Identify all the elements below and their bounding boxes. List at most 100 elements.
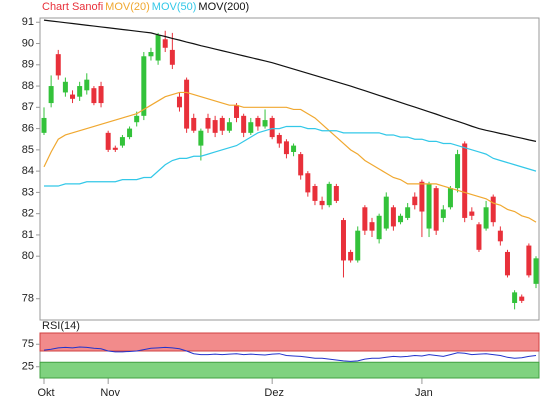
candle-body bbox=[312, 186, 318, 201]
candle-body bbox=[497, 230, 503, 242]
legend-entry: MOV(50) bbox=[152, 1, 197, 13]
candle-body bbox=[447, 188, 453, 208]
candle-body bbox=[48, 86, 54, 104]
candle-body bbox=[226, 122, 232, 131]
candle-body bbox=[169, 49, 175, 65]
candle-body bbox=[326, 183, 332, 206]
candle-body bbox=[41, 117, 47, 133]
candle-body bbox=[119, 137, 125, 146]
candle-body bbox=[262, 120, 268, 127]
y-tick-label: 84 bbox=[22, 165, 34, 177]
ma-line bbox=[43, 19, 537, 142]
candle-body bbox=[319, 200, 325, 206]
candle-body bbox=[269, 117, 275, 138]
candle-body bbox=[176, 96, 182, 108]
candle-body bbox=[148, 52, 154, 57]
candle-body bbox=[55, 54, 61, 76]
candle-body bbox=[205, 117, 211, 129]
legend-entry: MOV(200) bbox=[198, 1, 249, 13]
candle-body bbox=[419, 181, 425, 212]
candle-body bbox=[91, 88, 97, 104]
y-tick-label: 91 bbox=[22, 16, 34, 28]
candle-body bbox=[105, 132, 111, 150]
candle-body bbox=[376, 215, 382, 240]
candle-body bbox=[405, 207, 411, 218]
candle-body bbox=[369, 222, 375, 231]
candle-body bbox=[298, 154, 304, 176]
y-tick-label: 86 bbox=[22, 122, 34, 134]
y-tick-label: 78 bbox=[22, 293, 34, 305]
candle-body bbox=[462, 143, 468, 218]
x-tick-label: Dez bbox=[264, 387, 284, 399]
candle-body bbox=[276, 134, 282, 144]
candle-body bbox=[490, 196, 496, 223]
candle-body bbox=[84, 79, 90, 91]
rsi-lower-band bbox=[39, 361, 540, 379]
candle-body bbox=[70, 94, 76, 99]
rsi-y-tick-label: 75 bbox=[22, 338, 34, 350]
candle-body bbox=[198, 130, 204, 146]
candle-body bbox=[98, 86, 104, 104]
y-tick-label: 88 bbox=[22, 80, 34, 92]
candle-body bbox=[512, 292, 518, 303]
candle-body bbox=[455, 154, 461, 189]
candle-body bbox=[241, 115, 247, 133]
candle-body bbox=[390, 207, 396, 227]
candle-body bbox=[248, 122, 254, 133]
candle-body bbox=[333, 186, 339, 201]
x-tick-label: Okt bbox=[37, 387, 54, 399]
candle-body bbox=[127, 128, 133, 138]
candle-body bbox=[219, 117, 225, 131]
y-tick-label: 81 bbox=[22, 229, 34, 241]
candle-body bbox=[476, 224, 482, 250]
ma-line bbox=[43, 91, 537, 223]
candle-body bbox=[533, 258, 539, 284]
candle-body bbox=[141, 56, 147, 116]
candle-body bbox=[526, 245, 532, 276]
candle-body bbox=[469, 211, 475, 216]
y-tick-label: 82 bbox=[22, 208, 34, 220]
x-tick-label: Nov bbox=[100, 387, 120, 399]
ma-line bbox=[44, 125, 537, 187]
candle-body bbox=[77, 86, 83, 97]
y-tick-label: 85 bbox=[22, 144, 34, 156]
candle-body bbox=[483, 207, 489, 229]
rsi-line bbox=[43, 346, 537, 362]
candle-body bbox=[412, 196, 418, 206]
y-tick-label: 90 bbox=[22, 37, 34, 49]
candle-body bbox=[134, 115, 140, 123]
candle-body bbox=[191, 117, 197, 131]
candle-body bbox=[519, 296, 525, 301]
rsi-label: RSI(14) bbox=[42, 320, 80, 332]
candle-body bbox=[305, 173, 311, 193]
candle-body bbox=[340, 220, 346, 261]
candle-body bbox=[283, 141, 289, 155]
y-tick-label: 80 bbox=[22, 250, 34, 262]
candle-body bbox=[212, 120, 218, 133]
candle-body bbox=[355, 230, 361, 261]
rsi-y-tick-label: 25 bbox=[22, 361, 34, 373]
chart-title: Chart Sanofi bbox=[42, 1, 103, 13]
candle-body bbox=[398, 215, 404, 223]
candle-body bbox=[362, 207, 368, 231]
rsi-upper-band bbox=[39, 332, 540, 352]
candle-body bbox=[234, 105, 240, 118]
candle-body bbox=[291, 145, 297, 152]
candle-body bbox=[433, 188, 439, 231]
y-tick-label: 83 bbox=[22, 186, 34, 198]
candle-body bbox=[440, 209, 446, 218]
y-tick-label: 87 bbox=[22, 101, 34, 113]
candle-body bbox=[155, 35, 161, 61]
legend-entry: MOV(20) bbox=[105, 1, 150, 13]
candle-body bbox=[426, 183, 432, 229]
candle-body bbox=[184, 79, 190, 129]
candle-body bbox=[62, 81, 68, 93]
candle-body bbox=[504, 251, 510, 276]
candle-body bbox=[255, 117, 261, 127]
y-tick-label: 89 bbox=[22, 59, 34, 71]
candle-body bbox=[112, 147, 118, 150]
candle-body bbox=[383, 196, 389, 229]
candle-body bbox=[162, 39, 168, 48]
